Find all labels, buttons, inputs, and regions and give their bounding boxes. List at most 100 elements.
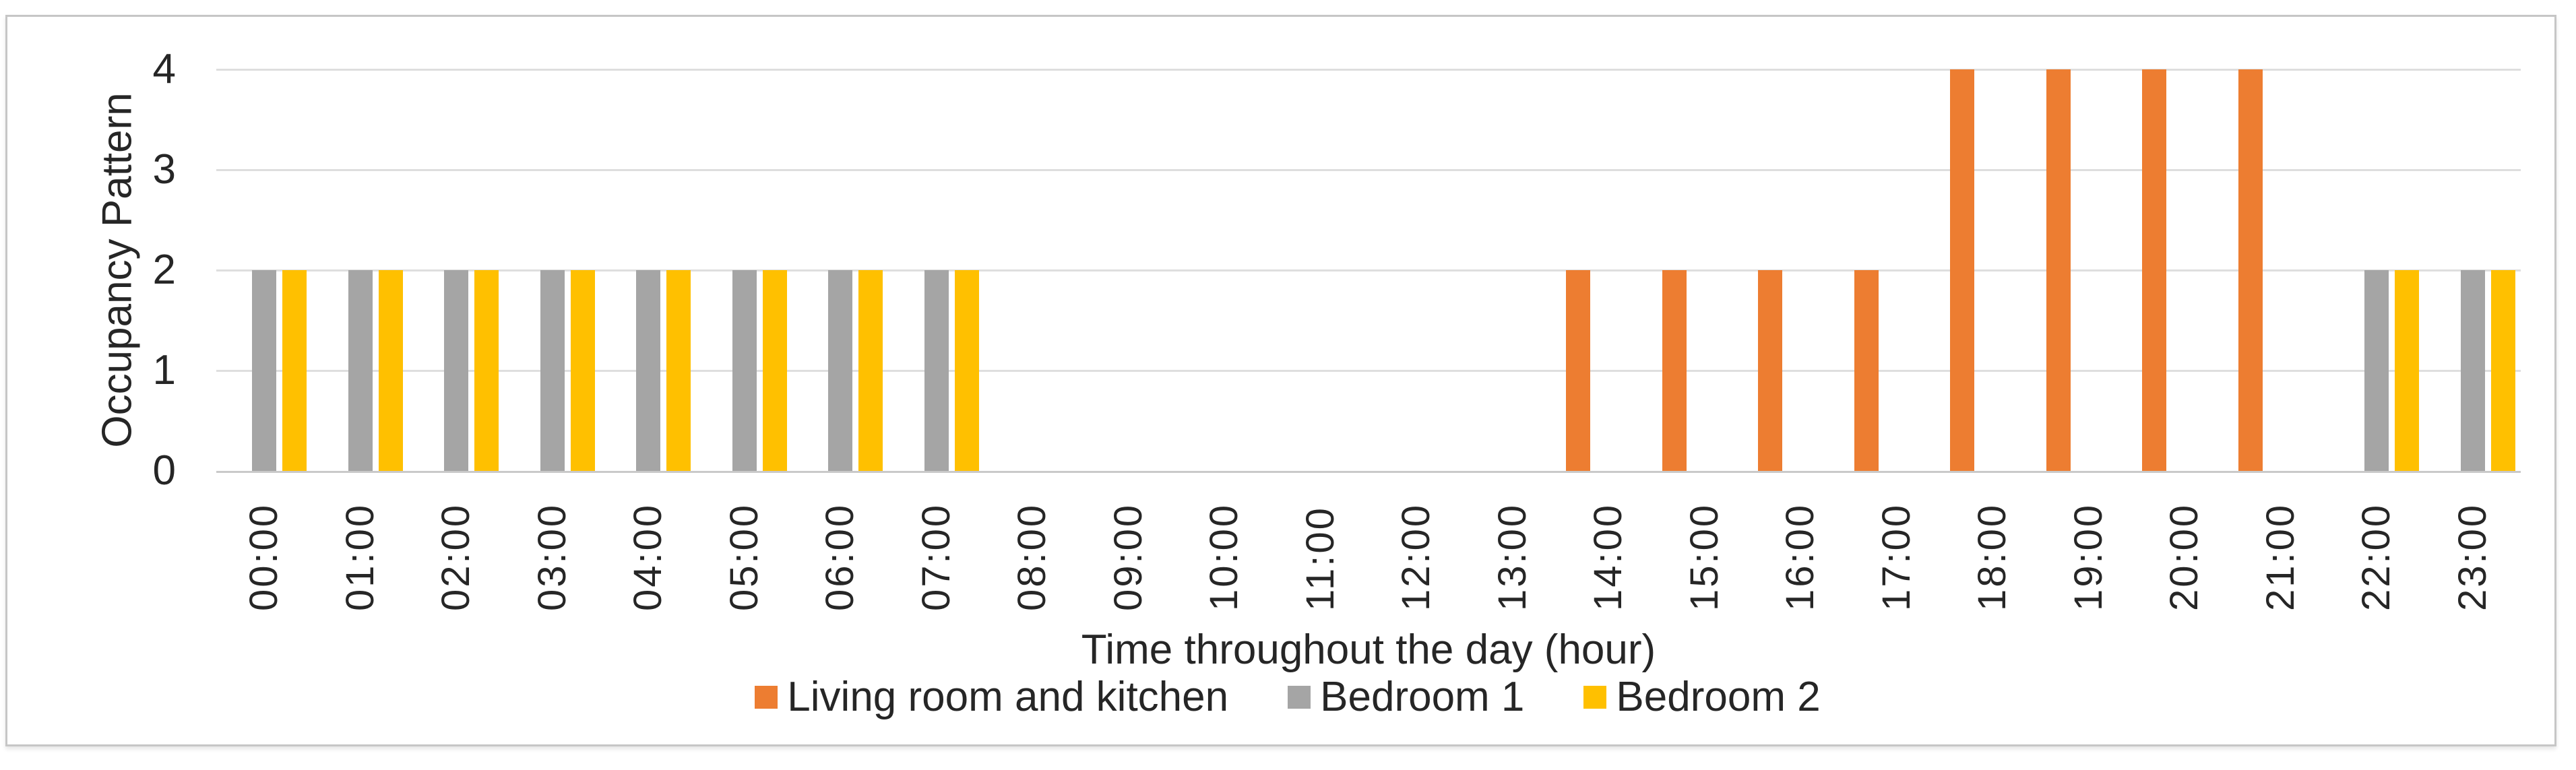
legend-swatch-living-room-and-kitchen [755, 686, 778, 709]
bar-group-09:00 [1081, 69, 1177, 471]
bar-bedroom-1-03:00 [540, 270, 565, 471]
gridline-y4 [216, 69, 2521, 71]
bar-living-room-and-kitchen-17:00 [1854, 270, 1879, 471]
x-tick-label-21:00: 21:00 [2258, 503, 2302, 611]
x-tick-label-01:00: 01:00 [338, 503, 382, 611]
x-tick-label-02:00: 02:00 [434, 503, 478, 611]
bar-bedroom-2-22:00 [2395, 270, 2420, 471]
bar-living-room-and-kitchen-16:00 [1758, 270, 1783, 471]
bar-bedroom-2-04:00 [666, 270, 691, 471]
x-tick-label-16:00: 16:00 [1778, 503, 1823, 611]
x-tick-label-11:00: 11:00 [1298, 506, 1342, 611]
x-tick-label-00:00: 00:00 [242, 503, 286, 611]
bar-group-21:00 [2233, 69, 2329, 471]
legend-label-bedroom-2: Bedroom 2 [1616, 674, 1821, 720]
bar-group-17:00 [1849, 69, 1945, 471]
bar-group-02:00 [408, 69, 505, 471]
x-tick-label-12:00: 12:00 [1394, 503, 1439, 611]
bar-bedroom-2-03:00 [570, 270, 595, 471]
bar-living-room-and-kitchen-21:00 [2238, 69, 2263, 471]
bar-bedroom-1-04:00 [636, 270, 661, 471]
bar-bedroom-2-23:00 [2490, 270, 2515, 471]
bar-bedroom-2-06:00 [858, 270, 883, 471]
x-tick-label-22:00: 22:00 [2354, 503, 2399, 611]
bar-living-room-and-kitchen-14:00 [1566, 270, 1591, 471]
bar-bedroom-2-02:00 [474, 270, 499, 471]
bar-group-13:00 [1465, 69, 1561, 471]
plot-area [216, 69, 2521, 473]
bar-group-07:00 [889, 69, 985, 471]
bar-group-18:00 [1945, 69, 2041, 471]
x-tick-label-07:00: 07:00 [914, 503, 958, 611]
x-tick-label-06:00: 06:00 [818, 503, 862, 611]
bar-bedroom-2-05:00 [762, 270, 787, 471]
legend-swatch-bedroom-2 [1583, 686, 1607, 709]
legend-label-living-room-and-kitchen: Living room and kitchen [787, 674, 1229, 720]
legend-label-bedroom-1: Bedroom 1 [1320, 674, 1525, 720]
x-tick-label-15:00: 15:00 [1682, 503, 1726, 611]
y-tick-label-0: 0 [152, 447, 176, 494]
y-tick-label-2: 2 [152, 247, 176, 293]
bar-bedroom-1-07:00 [924, 270, 949, 471]
gridline-y3 [216, 169, 2521, 171]
y-tick-label-3: 3 [152, 146, 176, 193]
legend-swatch-bedroom-1 [1288, 686, 1311, 709]
x-tick-label-13:00: 13:00 [1490, 503, 1534, 611]
x-tick-label-17:00: 17:00 [1874, 503, 1918, 611]
x-tick-label-05:00: 05:00 [722, 503, 766, 611]
bar-group-01:00 [313, 69, 409, 471]
bar-group-16:00 [1753, 69, 1849, 471]
x-tick-label-08:00: 08:00 [1010, 503, 1055, 611]
bar-group-20:00 [2137, 69, 2233, 471]
bar-group-04:00 [600, 69, 697, 471]
bar-bedroom-1-22:00 [2364, 270, 2389, 471]
bars-container [216, 69, 2521, 471]
x-tick-label-19:00: 19:00 [2066, 503, 2110, 611]
x-tick-label-20:00: 20:00 [2162, 503, 2207, 611]
bar-living-room-and-kitchen-18:00 [1950, 69, 1975, 471]
y-tick-label-4: 4 [152, 46, 176, 92]
x-tick-label-03:00: 03:00 [530, 503, 574, 611]
bar-group-12:00 [1369, 69, 1465, 471]
bar-bedroom-1-23:00 [2460, 270, 2485, 471]
bar-bedroom-1-05:00 [732, 270, 757, 471]
bar-bedroom-1-01:00 [348, 270, 373, 471]
bar-living-room-and-kitchen-20:00 [2142, 69, 2167, 471]
bar-bedroom-1-06:00 [828, 270, 853, 471]
bar-group-08:00 [984, 69, 1081, 471]
bar-bedroom-2-07:00 [954, 270, 979, 471]
x-tick-label-23:00: 23:00 [2450, 503, 2494, 611]
bar-group-19:00 [2041, 69, 2137, 471]
bar-group-05:00 [697, 69, 793, 471]
bar-group-11:00 [1273, 69, 1369, 471]
bar-bedroom-1-02:00 [444, 270, 469, 471]
bar-group-06:00 [792, 69, 889, 471]
gridline-y2 [216, 269, 2521, 271]
legend-item-bedroom-1: Bedroom 1 [1288, 674, 1524, 721]
x-tick-label-18:00: 18:00 [1970, 503, 2015, 611]
x-tick-label-09:00: 09:00 [1106, 503, 1150, 611]
bar-group-00:00 [216, 69, 313, 471]
x-tick-label-14:00: 14:00 [1586, 503, 1631, 611]
bar-group-03:00 [505, 69, 601, 471]
bar-living-room-and-kitchen-15:00 [1662, 270, 1687, 471]
gridline-y1 [216, 370, 2521, 372]
y-tick-label-1: 1 [152, 347, 176, 393]
legend-item-bedroom-2: Bedroom 2 [1583, 674, 1821, 721]
x-tick-label-04:00: 04:00 [626, 503, 670, 611]
legend: Living room and kitchen Bedroom 1 Bedroom … [13, 674, 2563, 721]
legend-item-living-room-and-kitchen: Living room and kitchen [755, 674, 1228, 721]
x-axis-title: Time throughout the day (hour) [1081, 627, 1656, 673]
bar-group-10:00 [1176, 69, 1273, 471]
x-tick-label-10:00: 10:00 [1202, 503, 1247, 611]
bar-bedroom-2-00:00 [282, 270, 307, 471]
bar-bedroom-1-00:00 [252, 270, 277, 471]
bar-group-22:00 [2329, 69, 2425, 471]
bar-group-14:00 [1561, 69, 1657, 471]
bar-group-15:00 [1657, 69, 1753, 471]
bar-group-23:00 [2425, 69, 2521, 471]
bar-bedroom-2-01:00 [378, 270, 403, 471]
bar-living-room-and-kitchen-19:00 [2046, 69, 2071, 471]
